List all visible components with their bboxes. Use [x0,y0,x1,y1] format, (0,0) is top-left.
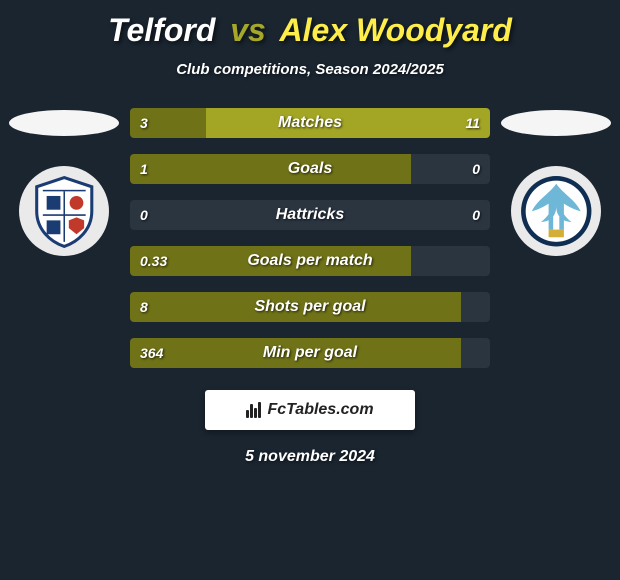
stat-label: Matches [130,108,490,138]
source-text: FcTables.com [267,401,373,419]
stat-bar: Shots per goal8 [130,292,490,322]
date-label: 5 november 2024 [0,448,620,466]
stat-right-value: 0 [462,154,490,184]
stat-bar: Matches3 11 [130,108,490,138]
page-title: Telford vs Alex Woodyard [0,0,620,49]
stat-bar: Min per goal364 [130,338,490,368]
stat-left-value: 0.33 [130,246,177,276]
stats-bars: Matches311Goals10Hattricks00Goals per ma… [124,108,496,368]
source-badge: FcTables.com [205,390,415,430]
stat-label: Min per goal [130,338,490,368]
player1-name: Telford [108,12,215,48]
stat-bar: Goals per match0.33 [130,246,490,276]
left-column [4,108,124,256]
stat-label: Hattricks [130,200,490,230]
stat-label: Shots per goal [130,292,490,322]
comparison-infographic: Telford vs Alex Woodyard Club competitio… [0,0,620,580]
stat-left-value: 8 [130,292,158,322]
player2-name: Alex Woodyard [280,12,512,48]
subtitle: Club competitions, Season 2024/2025 [0,61,620,78]
eagle-crest-icon [518,173,595,250]
stat-left-value: 1 [130,154,158,184]
stat-left-value: 0 [130,200,158,230]
player1-photo-placeholder [9,110,119,136]
stat-label: Goals per match [130,246,490,276]
stat-label: Goals [130,154,490,184]
barrow-afc-crest [19,166,109,256]
stat-left-value: 364 [130,338,173,368]
content-row: Matches311Goals10Hattricks00Goals per ma… [0,108,620,368]
player2-photo-placeholder [501,110,611,136]
right-column [496,108,616,256]
shield-icon [26,173,103,250]
stat-right-value: 0 [462,200,490,230]
stat-right-value: 11 [455,108,490,138]
bars-logo-icon [246,402,261,418]
stat-left-value: 3 [130,108,158,138]
colchester-united-crest [511,166,601,256]
stat-bar: Goals1 0 [130,154,490,184]
stat-bar: Hattricks0 0 [130,200,490,230]
vs-label: vs [230,12,266,48]
